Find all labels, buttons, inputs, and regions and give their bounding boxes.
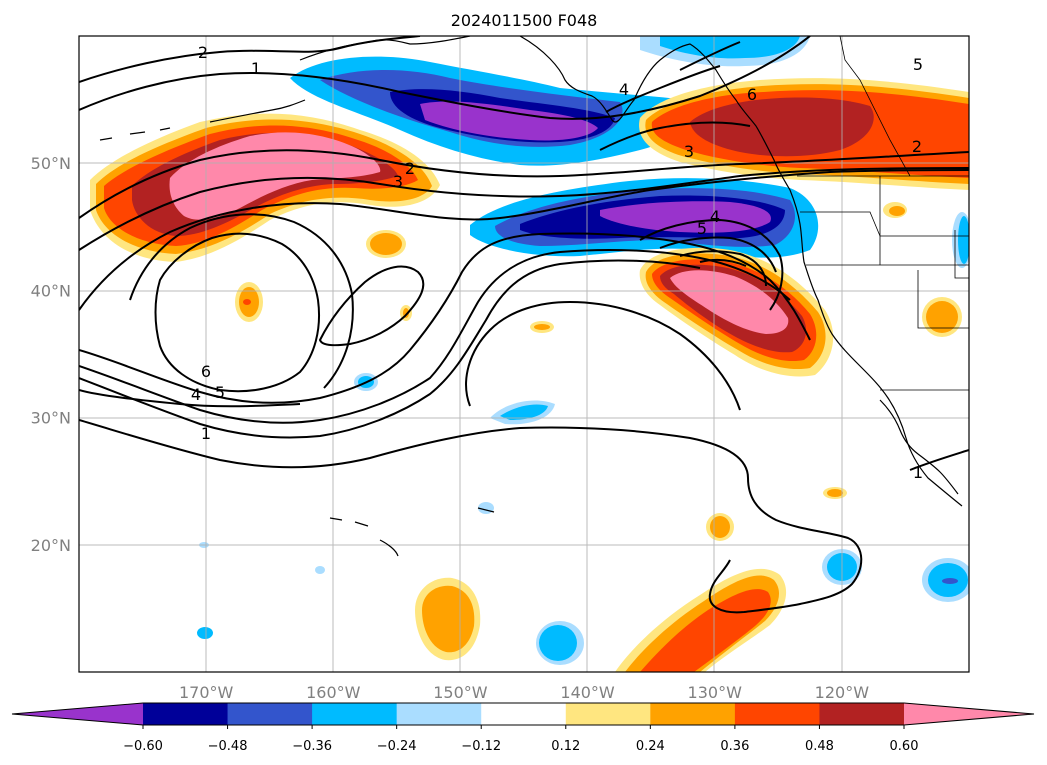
contour-label: 2	[912, 137, 922, 156]
colorbar-bin	[312, 703, 398, 725]
california-offshore-positive-anomaly	[639, 247, 834, 377]
latitude-tick-label: 40°N	[31, 281, 71, 300]
latitude-tick-label: 20°N	[31, 536, 71, 555]
map-area: 2 1 4 6 5 2 2 3 3 5 4 6 4 5 1 1	[79, 36, 969, 672]
contour-label: 4	[191, 385, 201, 404]
colorbar-bin	[819, 703, 905, 725]
colorbar-tick-label: −0.60	[123, 739, 163, 754]
colorbar-tick-label: 0.24	[636, 739, 665, 754]
colorbar-extend-high	[904, 703, 1034, 725]
chart-title: 2024011500 F048	[451, 11, 598, 30]
colorbar-bin	[565, 703, 651, 725]
gulf-of-alaska-negative-anomaly	[290, 56, 693, 166]
colorbar-tick-label: 0.48	[805, 739, 834, 754]
colorbar-tick-label: 0.36	[720, 739, 749, 754]
contour-label: 3	[684, 142, 694, 161]
contour-label: 2	[405, 159, 415, 178]
colorbar-tick-label: −0.48	[208, 739, 248, 754]
longitude-tick-label: 130°W	[688, 683, 743, 702]
colorbar-tick-label: 0.60	[890, 739, 919, 754]
contour-label: 6	[201, 362, 211, 381]
contour-label: 1	[913, 463, 923, 482]
colorbar: −0.60 −0.48 −0.36 −0.24 −0.12 0.12 0.24 0.36 0.4…	[11, 702, 1035, 754]
longitude-tick-label: 170°W	[179, 683, 234, 702]
colorbar-tick-label: −0.12	[461, 739, 501, 754]
political-borders	[797, 36, 969, 391]
colorbar-bin	[143, 703, 229, 725]
subtropical-positive-anomaly-east	[615, 568, 787, 672]
latitude-tick-label: 50°N	[31, 154, 71, 173]
colorbar-tick-label: −0.36	[292, 739, 332, 754]
latitude-tick-label: 30°N	[31, 409, 71, 428]
bc-positive-anomaly	[639, 78, 969, 190]
subtropical-positive-anomaly-west	[415, 577, 481, 661]
ne-pacific-negative-anomaly	[470, 178, 819, 258]
longitude-tick-label: 160°W	[306, 683, 361, 702]
coastlines	[99, 36, 963, 557]
longitude-labels: 170°W 160°W 150°W 140°W 130°W 120°W	[179, 683, 869, 702]
longitude-tick-label: 120°W	[815, 683, 870, 702]
contour-label: 1	[251, 59, 261, 78]
longitude-tick-label: 150°W	[433, 683, 488, 702]
contour-label: 5	[215, 383, 225, 402]
colorbar-bin	[227, 703, 313, 725]
contour-label: 2	[198, 43, 208, 62]
colorbar-bin	[734, 703, 820, 725]
contour-label: 6	[747, 85, 757, 104]
colorbar-tick-label: 0.12	[551, 739, 580, 754]
colorbar-bin	[396, 703, 482, 725]
anomaly-fields	[90, 36, 969, 672]
contour-label: 4	[710, 207, 720, 226]
map-frame	[78, 35, 970, 673]
contour-label: 1	[201, 424, 211, 443]
latitude-labels: 20°N 30°N 40°N 50°N	[31, 154, 71, 555]
contour-lines	[79, 36, 969, 614]
contour-label: 4	[619, 80, 629, 99]
map-gridlines	[79, 36, 969, 672]
contour-label: 5	[913, 55, 923, 74]
contour-label: 3	[393, 172, 403, 191]
longitude-tick-label: 140°W	[560, 683, 615, 702]
contour-labels: 2 1 4 6 5 2 2 3 3 5 4 6 4 5 1 1	[191, 43, 923, 482]
contour-label: 5	[697, 219, 707, 238]
colorbar-bin	[650, 703, 736, 725]
aleutian-positive-anomaly	[90, 113, 440, 262]
colorbar-tick-label: −0.24	[377, 739, 417, 754]
colorbar-bin	[481, 703, 567, 725]
colorbar-extend-low	[12, 703, 143, 725]
